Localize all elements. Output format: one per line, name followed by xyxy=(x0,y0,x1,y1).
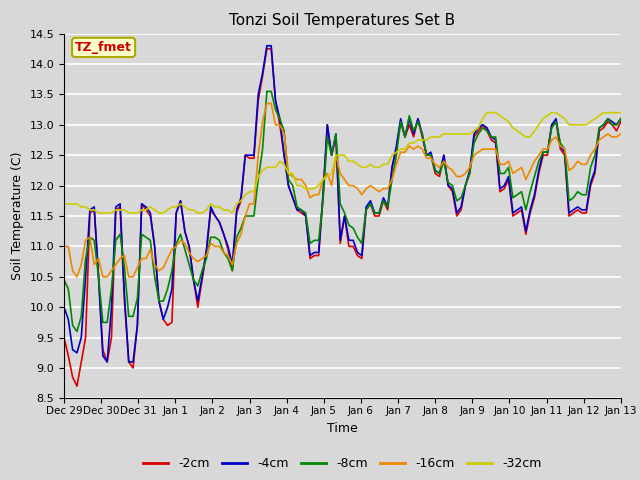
Y-axis label: Soil Temperature (C): Soil Temperature (C) xyxy=(11,152,24,280)
Legend: -2cm, -4cm, -8cm, -16cm, -32cm: -2cm, -4cm, -8cm, -16cm, -32cm xyxy=(138,452,547,475)
Title: Tonzi Soil Temperatures Set B: Tonzi Soil Temperatures Set B xyxy=(229,13,456,28)
Text: TZ_fmet: TZ_fmet xyxy=(75,41,132,54)
X-axis label: Time: Time xyxy=(327,421,358,434)
